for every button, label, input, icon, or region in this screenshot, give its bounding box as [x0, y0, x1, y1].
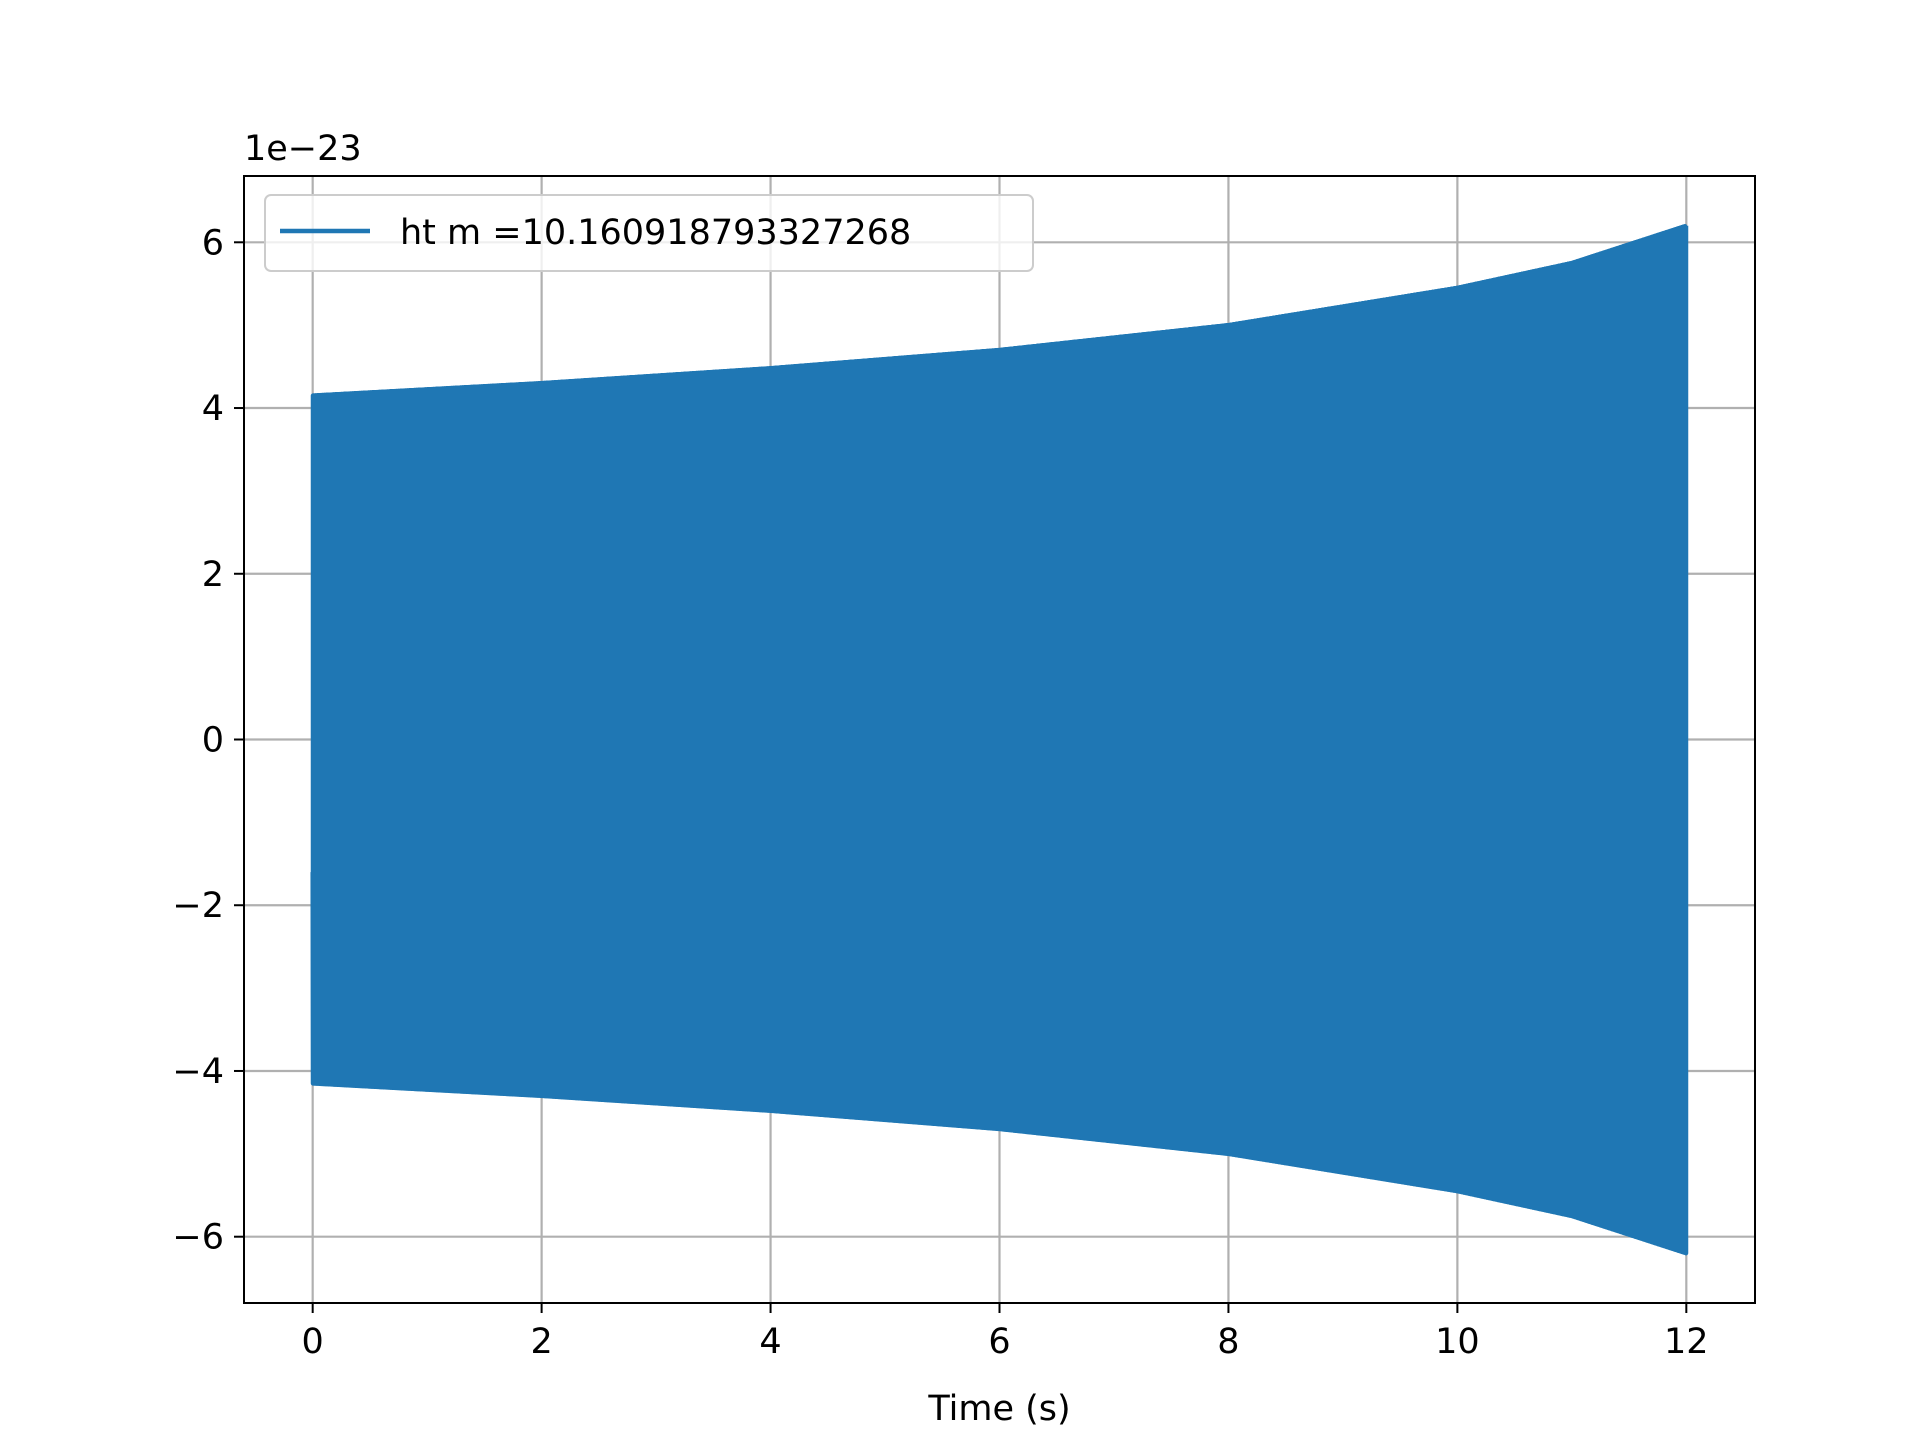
x-tick-label: 4	[759, 1322, 781, 1362]
x-tick-label: 6	[988, 1322, 1010, 1362]
x-tick-label: 12	[1664, 1322, 1709, 1362]
series-line	[310, 223, 1689, 1256]
y-axis-offset-label: 1e−23	[244, 129, 362, 169]
y-tick-label: 4	[202, 389, 224, 429]
legend: ht m =10.160918793327268	[264, 194, 1034, 272]
legend-entry-label: ht m =10.160918793327268	[400, 213, 911, 253]
legend-box	[264, 194, 1034, 272]
y-tick-label: −2	[172, 886, 224, 926]
y-tick-label: 0	[202, 721, 224, 761]
y-tick-label: 2	[202, 555, 224, 595]
y-tick-label: −6	[172, 1218, 224, 1258]
plot-series	[310, 223, 1689, 1256]
x-tick-label: 0	[302, 1322, 324, 1362]
x-tick-label: 10	[1435, 1322, 1480, 1362]
x-axis-label: Time (s)	[927, 1389, 1070, 1429]
y-tick-label: −4	[172, 1052, 224, 1092]
y-tick-label: 6	[202, 223, 224, 263]
x-tick-label: 2	[530, 1322, 552, 1362]
x-axis-ticks: 0 2 4 6 8 10 12	[302, 1303, 1709, 1362]
x-tick-label: 8	[1217, 1322, 1239, 1362]
y-axis-ticks: −6 −4 −2 0 2 4 6	[172, 223, 244, 1258]
